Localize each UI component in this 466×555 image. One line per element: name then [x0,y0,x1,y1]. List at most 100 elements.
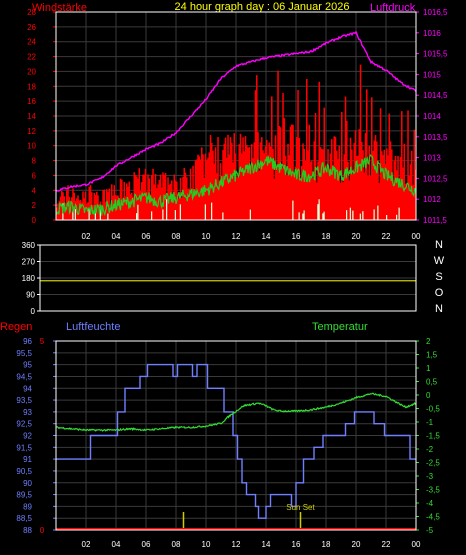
wind-gust-bar [407,110,409,220]
wind-gust-bar [182,176,184,220]
humidity-y-ticks: 88 88,5 89 89,5 90 90,5 91 91,5 92 92,5 93 93,5 94 94… [16,337,56,535]
wind-tick-label: 10 [27,142,36,151]
temperature-axis-label: Temperatur [312,321,368,333]
wind-gust-bar [402,167,404,220]
wind-gust-bar [269,146,272,220]
humidity-tick-label: 95,5 [16,349,32,358]
wind-gust-bar [194,160,197,220]
pressure-y-ticks: 1011,5 1012 1012,5 1013 1013,5 1014 1014,5 1015… [416,8,448,225]
wind-gust-bar [252,158,254,220]
wind-gust-bar [284,155,287,220]
wind-gust-bar [256,75,258,220]
x-tick-label: 06 [142,540,151,549]
wind-gust-bar [327,149,329,220]
wind-gust-bar [248,147,251,220]
wind-gust-bar [181,197,183,220]
x-tick-label: 14 [262,540,271,549]
wind-gust-bar [306,78,308,221]
wind-gust-bar [387,155,389,220]
wind-calm-bar [386,215,388,220]
x-tick-label: 16 [292,232,301,241]
wind-gust-bar [172,194,174,220]
wind-gust-bar [263,153,266,220]
humidity-tick-label: 90,5 [16,467,32,476]
wind-gust-bar [323,107,326,220]
x-tick-label: 06 [142,232,151,241]
x-tick-label: 14 [262,232,271,241]
wind-tick-label: 2 [32,201,37,210]
wind-gust-bar [386,148,388,220]
temperature-tick-label: 0 [426,391,431,400]
wind-calm-bar [346,210,348,220]
wind-tick-label: 26 [27,23,36,32]
wind-gust-bar [308,124,311,220]
wind-gust-bar [372,151,374,220]
wind-gust-bar [357,155,359,220]
rain-axis-label: Regen [0,321,32,333]
wind-gust-bar [211,142,213,220]
wind-gust-bar [267,154,269,220]
wind-tick-label: 20 [27,67,36,76]
wind-calm-bar [362,211,364,220]
wind-gust-bar [179,177,182,220]
wind-gust-bar [401,111,403,220]
wind-gust-bar [343,154,346,220]
wind-calm-bar [398,207,400,220]
wind-gust-bar [319,147,322,220]
temperature-tick-label: 1 [426,364,431,373]
wind-gust-bar [109,204,112,220]
pressure-tick-label: 1012 [423,195,441,204]
wind-gust-bar [113,185,116,220]
chart-title: 24 hour graph day : 06 Januar 2026 [175,1,350,13]
wind-gust-bar [251,144,253,220]
wind-gust-bar [203,177,206,220]
wind-gust-bar [339,182,342,220]
wind-gust-bar [162,172,164,220]
wind-calm-bar [377,205,379,220]
wind-gust-bar [282,93,284,220]
wind-gust-bar [389,141,392,220]
wind-gust-bar [311,160,313,220]
sunset-annotation: Sun Set [286,503,315,512]
wind-gust-bar [231,142,233,220]
wind-gust-bar [199,159,202,220]
wind-gust-bar [124,196,127,220]
wind-gust-bar [118,198,121,220]
temperature-y-ticks: -5 -4,5 -4 -3,5 -3 -2,5 -2 -1,5 -1 -0,5 0 0,5 1 1,5 2 [416,337,440,535]
wind-gust-bar [288,155,291,220]
wind-gust-bar [223,143,226,220]
wind-gust-bar [189,168,192,220]
wind-calm-bar [373,209,375,220]
pressure-tick-label: 1016,5 [423,8,448,17]
wind-gust-bar [72,188,74,220]
wind-gust-bar [201,147,203,220]
wind-calm-bar [302,213,304,220]
wind-gust-bar [333,136,336,220]
temperature-tick-label: -0,5 [426,405,440,414]
wind-gust-bar [403,143,406,220]
humidity-tick-label: 93,5 [16,396,32,405]
wind-gust-bar [139,190,142,220]
wind-gust-bar [193,189,196,220]
wind-tick-label: 16 [27,97,36,106]
wind-gust-bar [277,70,279,221]
wind-gust-bar [212,150,214,220]
wind-gust-bar [132,196,134,220]
pressure-tick-label: 1013 [423,154,441,163]
wind-gust-bar [219,163,222,220]
wind-gust-bar [299,178,302,220]
wind-gust-bar [168,184,171,220]
wind-gust-bar [117,195,119,220]
wind-gust-bar [93,192,96,220]
wind-calm-bar [72,210,74,220]
wind-gust-bar [326,170,328,220]
wind-gust-bar [363,172,366,220]
wind-gust-bar [224,137,227,220]
wind-gust-bar [413,129,416,220]
wind-gust-bar [359,64,362,220]
wind-gust-bar [264,146,267,220]
wind-tick-label: 6 [32,171,37,180]
humidity-tick-label: 88 [23,526,32,535]
wind-gust-bar [183,167,186,220]
